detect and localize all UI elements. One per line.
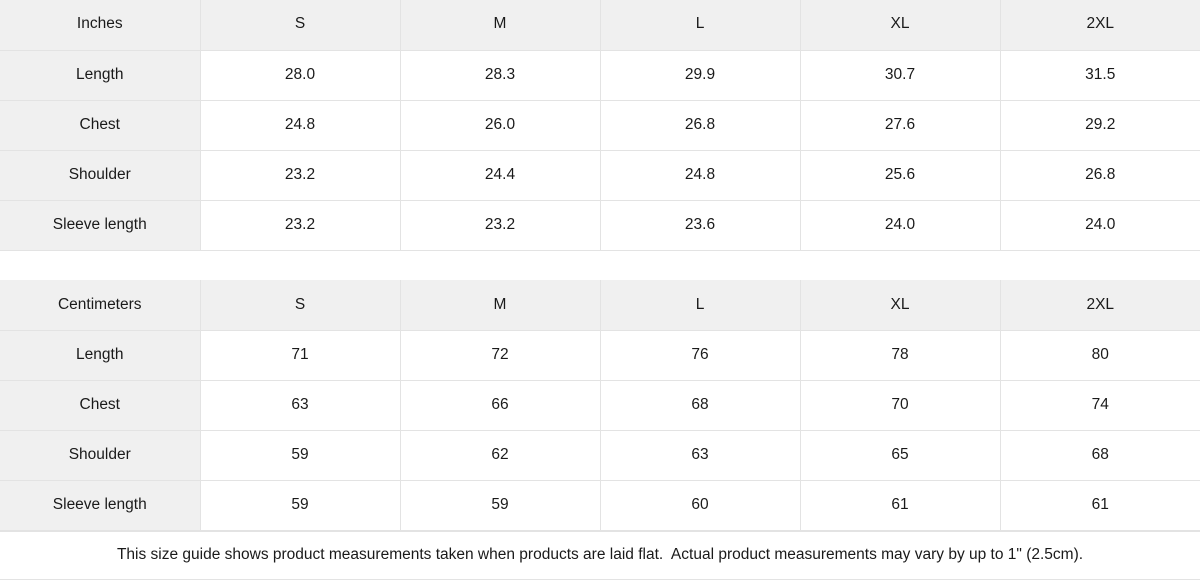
table-row: Shoulder 23.2 24.4 24.8 25.6 26.8 — [0, 149, 1200, 201]
cell-sleeve-length-2xl: 61 — [1000, 479, 1200, 531]
row-label-sleeve-length: Sleeve length — [0, 199, 201, 251]
table-row: Sleeve length 23.2 23.2 23.6 24.0 24.0 — [0, 199, 1200, 251]
header-row: Inches S M L XL 2XL — [0, 0, 1200, 51]
cell-chest-xl: 27.6 — [800, 99, 1001, 151]
cell-length-2xl: 80 — [1000, 329, 1200, 381]
size-guide-footnote: This size guide shows product measuremen… — [0, 530, 1200, 580]
unit-label-centimeters: Centimeters — [0, 280, 201, 331]
column-header-s: S — [200, 0, 401, 51]
table-row: Chest 24.8 26.0 26.8 27.6 29.2 — [0, 99, 1200, 151]
cell-shoulder-xl: 25.6 — [800, 149, 1001, 201]
cell-chest-s: 24.8 — [200, 99, 401, 151]
table-body-centimeters: Length 71 72 76 78 80 Chest 63 66 68 70 … — [0, 329, 1200, 531]
table-header-inches: Inches S M L XL 2XL — [0, 0, 1200, 51]
table-row: Length 28.0 28.3 29.9 30.7 31.5 — [0, 49, 1200, 101]
cell-sleeve-length-m: 59 — [400, 479, 601, 531]
cell-shoulder-s: 59 — [200, 429, 401, 481]
table-row: Sleeve length 59 59 60 61 61 — [0, 479, 1200, 531]
column-header-m: M — [400, 0, 601, 51]
size-table-inches: Inches S M L XL 2XL Length 28.0 28.3 29.… — [0, 0, 1200, 251]
row-label-shoulder: Shoulder — [0, 429, 201, 481]
cell-length-m: 72 — [400, 329, 601, 381]
table-body-inches: Length 28.0 28.3 29.9 30.7 31.5 Chest 24… — [0, 49, 1200, 251]
size-table-centimeters: Centimeters S M L XL 2XL Length 71 72 76… — [0, 280, 1200, 531]
cell-chest-l: 68 — [600, 379, 801, 431]
column-header-m: M — [400, 280, 601, 331]
unit-label-inches: Inches — [0, 0, 201, 51]
cell-chest-l: 26.8 — [600, 99, 801, 151]
column-header-2xl: 2XL — [1000, 0, 1200, 51]
row-label-chest: Chest — [0, 99, 201, 151]
cell-chest-s: 63 — [200, 379, 401, 431]
column-header-xl: XL — [800, 280, 1001, 331]
cell-sleeve-length-xl: 24.0 — [800, 199, 1001, 251]
row-label-sleeve-length: Sleeve length — [0, 479, 201, 531]
table-header-centimeters: Centimeters S M L XL 2XL — [0, 280, 1200, 331]
cell-length-s: 71 — [200, 329, 401, 381]
cell-sleeve-length-s: 59 — [200, 479, 401, 531]
cell-length-m: 28.3 — [400, 49, 601, 101]
cell-shoulder-m: 24.4 — [400, 149, 601, 201]
row-label-length: Length — [0, 329, 201, 381]
row-label-chest: Chest — [0, 379, 201, 431]
column-header-xl: XL — [800, 0, 1001, 51]
row-label-shoulder: Shoulder — [0, 149, 201, 201]
cell-shoulder-m: 62 — [400, 429, 601, 481]
cell-length-xl: 78 — [800, 329, 1001, 381]
cell-length-2xl: 31.5 — [1000, 49, 1200, 101]
cell-sleeve-length-l: 60 — [600, 479, 801, 531]
cell-chest-m: 26.0 — [400, 99, 601, 151]
cell-shoulder-l: 24.8 — [600, 149, 801, 201]
cell-length-l: 76 — [600, 329, 801, 381]
cell-length-xl: 30.7 — [800, 49, 1001, 101]
row-label-length: Length — [0, 49, 201, 101]
cell-chest-xl: 70 — [800, 379, 1001, 431]
cell-chest-2xl: 74 — [1000, 379, 1200, 431]
table-separator — [0, 250, 1200, 281]
cell-chest-2xl: 29.2 — [1000, 99, 1200, 151]
cell-shoulder-s: 23.2 — [200, 149, 401, 201]
cell-length-s: 28.0 — [200, 49, 401, 101]
cell-shoulder-xl: 65 — [800, 429, 1001, 481]
footnote-text: This size guide shows product measuremen… — [116, 546, 1084, 564]
column-header-2xl: 2XL — [1000, 280, 1200, 331]
table-row: Shoulder 59 62 63 65 68 — [0, 429, 1200, 481]
table-row: Chest 63 66 68 70 74 — [0, 379, 1200, 431]
cell-sleeve-length-l: 23.6 — [600, 199, 801, 251]
cell-sleeve-length-s: 23.2 — [200, 199, 401, 251]
cell-shoulder-2xl: 68 — [1000, 429, 1200, 481]
cell-sleeve-length-m: 23.2 — [400, 199, 601, 251]
cell-shoulder-2xl: 26.8 — [1000, 149, 1200, 201]
cell-sleeve-length-2xl: 24.0 — [1000, 199, 1200, 251]
column-header-l: L — [600, 0, 801, 51]
column-header-l: L — [600, 280, 801, 331]
table-row: Length 71 72 76 78 80 — [0, 329, 1200, 381]
cell-sleeve-length-xl: 61 — [800, 479, 1001, 531]
header-row: Centimeters S M L XL 2XL — [0, 280, 1200, 331]
cell-chest-m: 66 — [400, 379, 601, 431]
cell-shoulder-l: 63 — [600, 429, 801, 481]
cell-length-l: 29.9 — [600, 49, 801, 101]
column-header-s: S — [200, 280, 401, 331]
